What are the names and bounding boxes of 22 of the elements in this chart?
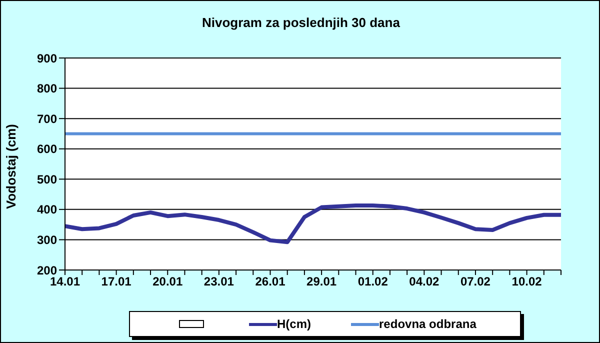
y-tick-label: 800: [36, 82, 58, 96]
x-tick-label: 07.02: [460, 274, 491, 289]
x-tick-label: 23.01: [204, 274, 234, 289]
y-tick-label: 500: [36, 172, 58, 186]
x-tick-label: 04.02: [409, 274, 440, 289]
x-tick-label: 20.01: [152, 274, 183, 289]
x-tick-label: 17.01: [101, 274, 132, 289]
legend-label: H(cm): [277, 317, 312, 331]
legend-label: redovna odbrana: [379, 317, 476, 331]
y-axis-title: Vodostaj (cm): [4, 124, 19, 209]
y-tick-label: 600: [36, 142, 58, 156]
y-tick-label: 200: [36, 263, 58, 278]
y-tick-label: 700: [36, 112, 58, 126]
y-tick-label: 900: [36, 51, 58, 66]
chart-title: Nivogram za poslednjih 30 dana: [201, 15, 401, 30]
y-tick-label: 300: [36, 232, 58, 247]
x-tick-label: 14.01: [50, 274, 80, 289]
x-tick-label: 10.02: [512, 274, 542, 289]
x-tick-label: 26.01: [255, 274, 286, 289]
y-tick-label: 400: [36, 202, 58, 217]
x-tick-label: 29.01: [306, 274, 337, 289]
x-tick-label: 01.02: [358, 274, 388, 289]
